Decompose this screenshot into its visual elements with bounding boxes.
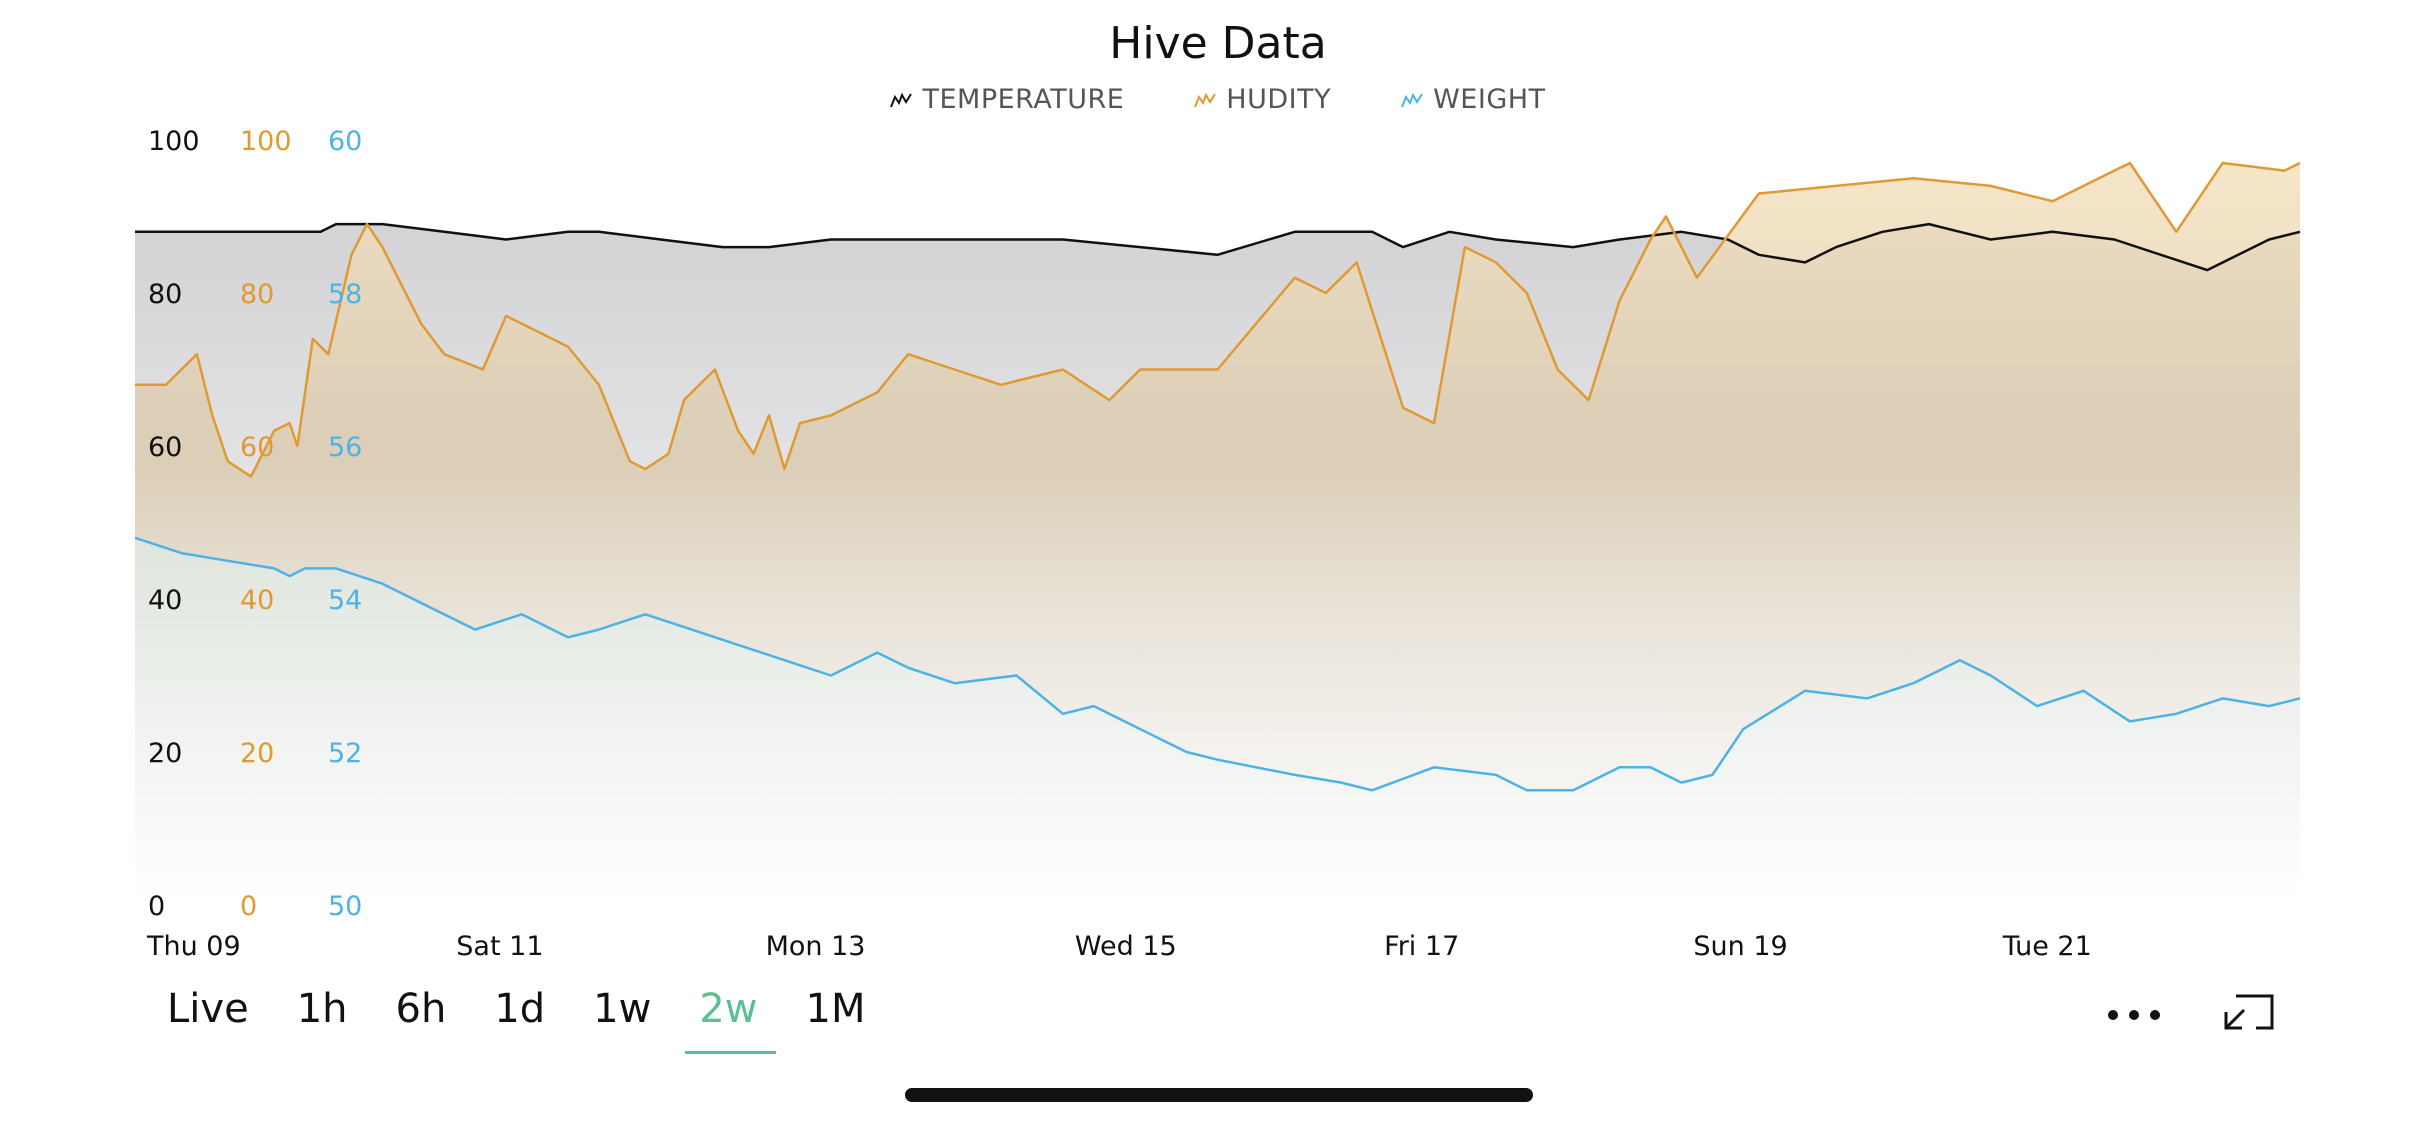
- more-options-button[interactable]: [2108, 1000, 2160, 1030]
- temperature-sparkline-icon: [890, 92, 913, 107]
- x-tick-label: Sat 11: [456, 931, 543, 960]
- x-tick-label: Wed 15: [1075, 931, 1177, 960]
- range-tab-1m[interactable]: 1M: [784, 982, 892, 1046]
- y-tick-label-temperature: 0: [148, 891, 165, 922]
- series-line-temperature: [135, 222, 2301, 272]
- legend-label-humidity: HUDITY: [1226, 84, 1332, 115]
- humidity-sparkline-icon: [1194, 92, 1217, 107]
- x-tick-label: Mon 13: [766, 931, 866, 960]
- y-tick-label-hudity: 60: [240, 432, 274, 463]
- ellipsis-dot: [2150, 1010, 2160, 1020]
- y-tick-label-weight: 58: [328, 279, 362, 310]
- weight-sparkline-icon: [1401, 92, 1423, 107]
- range-tab-1w[interactable]: 1w: [571, 982, 677, 1046]
- legend-item-weight[interactable]: WEIGHT: [1401, 84, 1545, 115]
- legend-item-temperature[interactable]: TEMPERATURE: [890, 84, 1124, 115]
- y-tick-label-weight: 60: [328, 126, 362, 157]
- legend-label-temperature: TEMPERATURE: [922, 84, 1125, 115]
- y-tick-label-hudity: 80: [240, 279, 274, 310]
- y-axis-ticks: 100 80 60 40 20 0 100 80 60 40 20 0 60 58 56 54 52 50: [148, 126, 362, 922]
- home-indicator: [905, 1088, 1533, 1102]
- legend-item-humidity[interactable]: HUDITY: [1194, 84, 1331, 115]
- y-tick-label-temperature: 80: [148, 279, 182, 310]
- y-tick-label-temperature: 40: [148, 585, 182, 616]
- range-tab-6h[interactable]: 6h: [374, 982, 473, 1046]
- ellipsis-dot: [2129, 1010, 2139, 1020]
- area-weight: [135, 537, 2300, 905]
- y-tick-label-hudity: 100: [240, 126, 292, 157]
- expand-icon: [2224, 994, 2274, 1030]
- y-tick-label-weight: 56: [328, 432, 362, 463]
- y-tick-label-weight: 54: [328, 585, 362, 616]
- y-tick-label-temperature: 100: [148, 126, 200, 157]
- y-tick-label-hudity: 0: [240, 891, 257, 922]
- expand-button[interactable]: [2222, 990, 2276, 1032]
- x-tick-label: Fri 17: [1384, 931, 1459, 960]
- x-axis-ticks: Thu 09 Sat 11 Mon 13 Wed 15 Fri 17 Sun 19 Tue …: [146, 931, 2092, 960]
- legend-label-weight: WEIGHT: [1433, 84, 1546, 115]
- series-line-hudity: [135, 161, 2301, 478]
- series-line-weight: [134, 536, 2301, 792]
- chart-title: Hive Data: [1109, 18, 1327, 69]
- x-tick-label: Thu 09: [146, 931, 241, 960]
- range-tab-1d[interactable]: 1d: [472, 982, 571, 1046]
- hive-data-chart[interactable]: 100 80 60 40 20 0 100 80 60 40 20 0 60 58 56 54 52 50 Thu…: [0, 0, 2436, 960]
- time-range-selector: Live 1h 6h 1d 1w 2w 1M: [145, 982, 892, 1054]
- x-tick-label: Sun 19: [1693, 931, 1787, 960]
- y-tick-label-hudity: 40: [240, 585, 274, 616]
- range-tab-2w[interactable]: 2w: [677, 982, 783, 1054]
- series-areas: [135, 163, 2300, 906]
- y-tick-label-hudity: 20: [240, 738, 274, 769]
- y-tick-label-weight: 50: [328, 891, 362, 922]
- y-tick-label-temperature: 20: [148, 738, 182, 769]
- ellipsis-icon: [2108, 1010, 2118, 1020]
- y-tick-label-weight: 52: [328, 738, 362, 769]
- x-tick-label: Tue 21: [2002, 931, 2092, 960]
- range-tab-live[interactable]: Live: [145, 982, 275, 1046]
- series-lines: [134, 161, 2301, 792]
- chart-legend: TEMPERATURE HUDITY WEIGHT: [0, 84, 2436, 115]
- y-tick-label-temperature: 60: [148, 432, 182, 463]
- range-tab-1h[interactable]: 1h: [275, 982, 374, 1046]
